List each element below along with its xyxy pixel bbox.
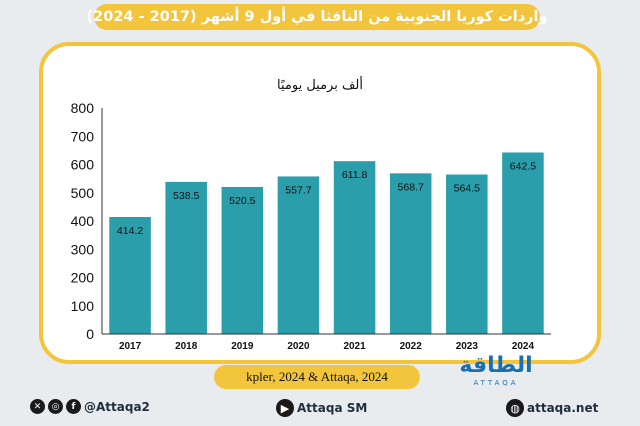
- youtube-icon: ▶: [276, 399, 294, 417]
- instagram-icon[interactable]: ◎: [48, 399, 63, 414]
- unit-label: ألف برميل يوميًا: [277, 78, 363, 93]
- bar-value-label: 557.7: [285, 184, 311, 196]
- x-tick-label: 2019: [231, 341, 254, 352]
- source-text: kpler, 2024 & Attaqa, 2024: [246, 369, 388, 384]
- footer: ✕ ◎ f @Attaqa2 ▶ Attaqa SM ◍ attaqa.net: [0, 396, 640, 426]
- website-text[interactable]: attaqa.net: [527, 401, 599, 415]
- bar: [502, 152, 544, 334]
- x-tick-label: 2020: [287, 341, 310, 352]
- bar: [109, 216, 151, 334]
- x-tick-label: 2022: [400, 341, 423, 352]
- attaqa-logo: الطاقة ATTAQA: [459, 353, 533, 387]
- facebook-icon[interactable]: f: [66, 399, 81, 414]
- youtube-link[interactable]: ▶ Attaqa SM: [276, 399, 367, 417]
- title-banner: واردات كوريا الجنوبية من النافثا في أول …: [87, 4, 547, 30]
- x-tick-label: 2023: [456, 341, 479, 352]
- social-links[interactable]: ✕ ◎ f @Attaqa2: [30, 399, 150, 414]
- y-tick-label: 0: [86, 326, 94, 342]
- bar-value-label: 568.7: [398, 181, 424, 193]
- bar-chart: 0 100 200 300 400 500 600 700 800 414.2 2017 538.5 2…: [71, 100, 551, 352]
- y-tick-label: 300: [71, 241, 95, 257]
- x-icon[interactable]: ✕: [30, 399, 45, 414]
- bar: [446, 174, 488, 334]
- bar-value-label: 564.5: [454, 183, 480, 195]
- y-tick-label: 600: [71, 157, 95, 173]
- y-tick-label: 400: [71, 213, 95, 229]
- y-tick-label: 700: [71, 128, 95, 144]
- bar: [221, 186, 264, 334]
- y-tick-label: 800: [71, 100, 95, 116]
- x-tick-label: 2021: [343, 341, 366, 352]
- bar: [165, 181, 207, 334]
- bar: [389, 173, 432, 334]
- x-tick-label: 2024: [512, 341, 535, 352]
- globe-icon: ◍: [506, 399, 524, 417]
- bar-value-label: 642.5: [510, 160, 536, 172]
- bar-value-label: 414.2: [117, 225, 143, 237]
- y-tick-label: 500: [71, 185, 95, 201]
- x-tick-label: 2017: [119, 341, 142, 352]
- bar-value-label: 520.5: [229, 195, 255, 207]
- bar-value-label: 538.5: [173, 190, 199, 202]
- x-tick-label: 2018: [175, 341, 198, 352]
- bar: [333, 161, 376, 334]
- youtube-handle[interactable]: Attaqa SM: [297, 401, 368, 415]
- social-handle[interactable]: @Attaqa2: [84, 399, 150, 414]
- y-tick-label: 200: [71, 270, 95, 286]
- bar-value-label: 611.8: [342, 169, 368, 181]
- source-banner: kpler, 2024 & Attaqa, 2024: [214, 365, 420, 389]
- y-tick-label: 100: [71, 298, 95, 314]
- chart-card: ألف برميل يوميًا 0 100 200 300 400 500 600 700 8…: [39, 42, 601, 364]
- website-link[interactable]: ◍ attaqa.net: [506, 399, 598, 417]
- chart-title: واردات كوريا الجنوبية من النافثا في أول …: [86, 9, 548, 25]
- bar: [277, 176, 320, 334]
